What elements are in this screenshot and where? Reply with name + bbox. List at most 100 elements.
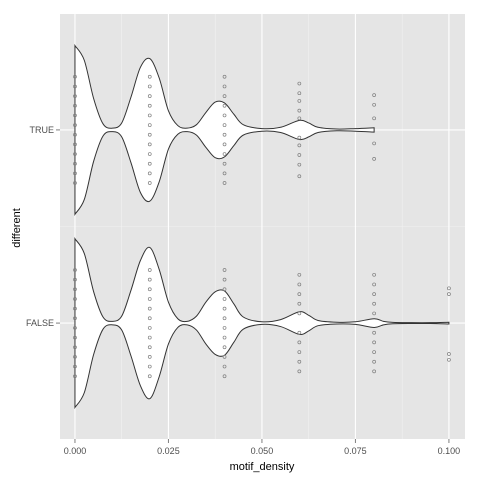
data-point	[372, 292, 376, 296]
data-point	[297, 330, 302, 335]
data-point	[73, 335, 77, 340]
data-point	[222, 132, 227, 137]
data-point	[147, 335, 152, 340]
data-point	[73, 316, 77, 321]
data-point	[372, 359, 376, 364]
data-point	[222, 306, 227, 311]
data-point	[297, 369, 302, 374]
data-point	[297, 135, 302, 140]
data-point	[147, 181, 152, 185]
data-point	[297, 99, 302, 103]
data-point	[372, 330, 376, 335]
data-point	[147, 268, 152, 272]
data-point	[147, 374, 152, 379]
data-point	[73, 103, 77, 108]
data-point	[447, 357, 451, 362]
data-point	[297, 350, 302, 354]
data-point	[297, 162, 302, 167]
data-point	[73, 306, 77, 311]
data-point	[73, 297, 77, 301]
data-point	[297, 359, 302, 364]
data-point	[147, 364, 152, 369]
data-point	[73, 123, 77, 127]
data-point	[297, 282, 302, 287]
data-point	[297, 311, 302, 316]
data-point	[372, 116, 376, 121]
data-point	[297, 272, 302, 277]
data-point	[73, 74, 77, 79]
data-point	[297, 108, 302, 113]
data-point	[297, 292, 302, 296]
data-point	[222, 297, 227, 301]
data-point	[222, 181, 227, 185]
data-point	[147, 94, 152, 98]
data-point	[73, 268, 77, 272]
y-tick-label: FALSE	[26, 318, 54, 328]
x-tick-label: 0.075	[344, 446, 367, 456]
data-point	[372, 93, 376, 97]
x-tick-label: 0.000	[64, 446, 87, 456]
data-point	[73, 113, 77, 118]
x-tick-label: 0.025	[157, 446, 180, 456]
y-axis: FALSE TRUE	[26, 125, 60, 328]
data-point	[147, 297, 152, 301]
data-point	[372, 141, 376, 146]
data-point	[297, 174, 302, 179]
data-point	[222, 268, 227, 272]
data-point	[147, 74, 152, 79]
data-point	[297, 153, 302, 157]
data-point	[297, 116, 302, 121]
data-point	[222, 345, 227, 350]
data-point	[222, 355, 227, 359]
data-point	[73, 132, 77, 137]
data-point	[222, 287, 227, 292]
data-point	[297, 91, 302, 96]
data-point	[73, 171, 77, 176]
x-axis: 0.000 0.025 0.050 0.075 0.100	[64, 439, 460, 456]
data-point	[73, 152, 77, 156]
minor-gridlines	[60, 14, 465, 439]
data-point	[447, 352, 451, 356]
data-point	[73, 355, 77, 359]
data-point	[222, 161, 227, 166]
data-point	[147, 355, 152, 359]
x-tick-label: 0.100	[438, 446, 461, 456]
data-point	[147, 316, 152, 321]
data-point	[297, 81, 302, 86]
data-point	[73, 345, 77, 350]
data-point	[147, 152, 152, 156]
data-point	[222, 335, 227, 340]
data-point	[222, 94, 227, 98]
data-point	[222, 84, 227, 89]
data-point	[73, 277, 77, 282]
data-point	[73, 326, 77, 330]
data-point	[147, 113, 152, 118]
y-tick-label: TRUE	[30, 125, 55, 135]
data-point	[147, 161, 152, 166]
jittered-points	[73, 74, 451, 379]
data-point	[73, 287, 77, 292]
data-point	[222, 123, 227, 127]
data-point	[147, 345, 152, 350]
data-point	[372, 369, 376, 374]
data-point	[372, 102, 376, 107]
data-point	[73, 161, 77, 166]
data-point	[372, 301, 376, 306]
data-point	[222, 74, 227, 79]
data-point	[222, 374, 227, 379]
data-point	[147, 84, 152, 89]
data-point	[372, 272, 376, 277]
x-axis-title: motif_density	[230, 461, 295, 473]
data-point	[147, 132, 152, 137]
data-point	[147, 287, 152, 292]
data-point	[147, 142, 152, 147]
data-point	[147, 103, 152, 108]
data-point	[73, 84, 77, 89]
data-point	[73, 142, 77, 147]
data-point	[147, 171, 152, 176]
data-point	[222, 171, 227, 176]
data-point	[222, 142, 227, 147]
data-point	[73, 181, 77, 185]
data-point	[73, 364, 77, 369]
